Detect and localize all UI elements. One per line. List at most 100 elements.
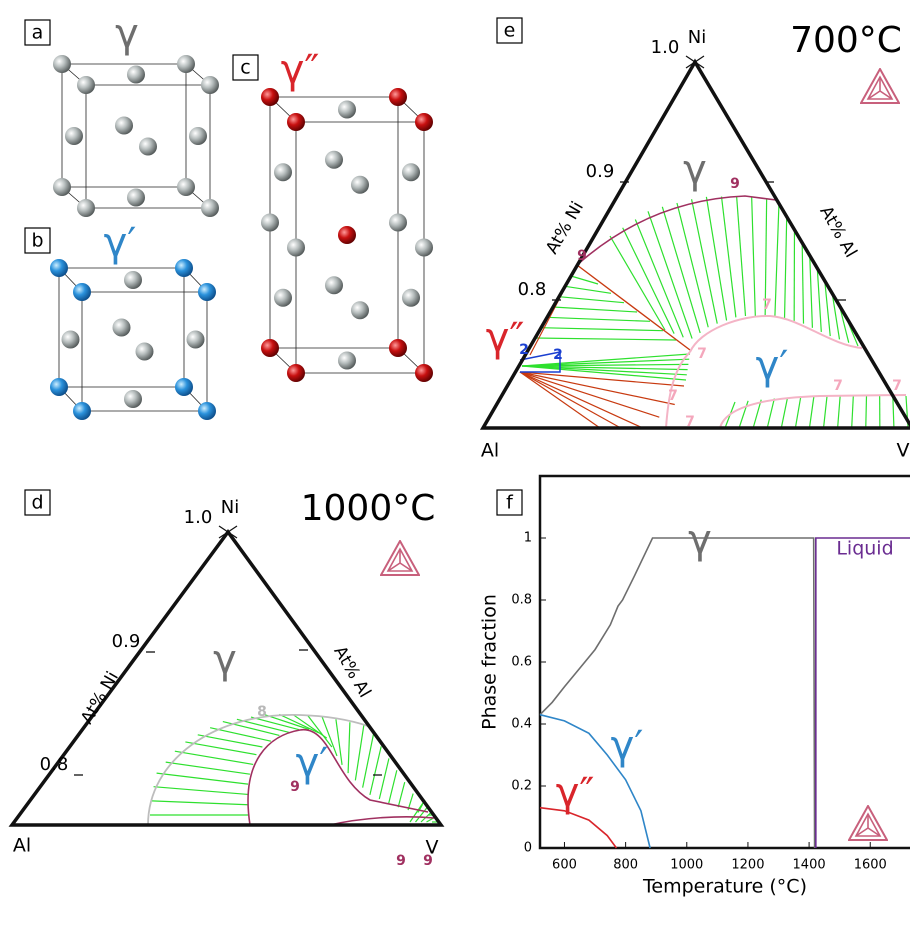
tie-line — [398, 782, 405, 807]
tie-line — [795, 397, 800, 428]
tie-line — [737, 196, 746, 316]
atom — [261, 88, 279, 106]
tie-line — [739, 401, 748, 428]
tie-line — [565, 286, 611, 293]
temperature-label: 700°C — [790, 20, 902, 61]
atom — [187, 331, 205, 349]
vertex-label: Al — [481, 440, 499, 462]
atom — [389, 339, 407, 357]
atom — [65, 127, 83, 145]
contour-label: 7 — [668, 388, 678, 404]
y-tick-label: 0.4 — [511, 717, 532, 732]
atom — [139, 138, 157, 156]
panel-label: b — [31, 230, 43, 252]
tie-line — [785, 218, 787, 319]
y-axis-label: Phase fraction — [479, 594, 501, 730]
series-label: γ″ — [556, 770, 595, 816]
atom — [77, 199, 95, 217]
atom — [261, 214, 279, 232]
panel-label: a — [32, 22, 44, 44]
atom — [127, 66, 145, 84]
axis-label: At% Al — [815, 203, 860, 261]
tick-label: 0.8 — [518, 279, 547, 300]
atom — [287, 364, 305, 382]
x-tick-label: 1000 — [670, 858, 703, 873]
atom — [415, 113, 433, 131]
atom — [198, 283, 216, 301]
tick-label: 0.8 — [40, 754, 69, 775]
contour-label: 7 — [697, 346, 707, 362]
axis-label: At% Ni — [77, 668, 123, 727]
atom — [287, 239, 305, 257]
atom — [338, 352, 356, 370]
vertex-label: Al — [13, 835, 31, 857]
panel-label: d — [31, 492, 43, 514]
temperature-label: 1000°C — [301, 488, 436, 529]
atom — [415, 364, 433, 382]
tie-line — [363, 734, 374, 787]
atom — [77, 76, 95, 94]
atom — [53, 55, 71, 73]
thermo-logo — [849, 806, 887, 840]
tie-line — [692, 199, 718, 323]
atom — [189, 127, 207, 145]
contour-label: 9 — [423, 853, 433, 869]
atom — [351, 176, 369, 194]
y-tick-label: 0.2 — [511, 779, 532, 794]
phase-boundary — [148, 715, 368, 825]
tie-line — [852, 396, 854, 428]
atom — [124, 271, 142, 289]
tie-line — [154, 787, 248, 795]
x-tick-label: 1400 — [793, 858, 826, 873]
tick-label: 0.9 — [112, 631, 141, 652]
tie-line — [520, 372, 684, 386]
tie-line — [810, 257, 813, 328]
tie-line — [355, 725, 363, 780]
tie-line — [767, 399, 774, 428]
atom — [325, 151, 343, 169]
atom — [50, 259, 68, 277]
contour-label: 9 — [396, 853, 406, 869]
tie-line — [223, 722, 280, 736]
contour-label: 9 — [577, 248, 587, 264]
contour-label: 9 — [730, 176, 740, 192]
atom — [201, 199, 219, 217]
tie-line — [623, 228, 674, 334]
tie-line — [152, 801, 248, 805]
panel-label: e — [504, 20, 516, 42]
x-tick-label: 1600 — [854, 858, 887, 873]
y-tick-label: 0.6 — [511, 655, 532, 670]
tie-line — [175, 751, 253, 764]
x-tick-label: 1200 — [731, 858, 764, 873]
tie-line — [379, 758, 389, 799]
tie-line — [389, 770, 397, 803]
y-tick-label: 1 — [524, 531, 532, 546]
phase-label: γ — [213, 637, 237, 683]
contour-label: 2 — [519, 342, 529, 358]
atom — [351, 301, 369, 319]
phase-boundary — [577, 265, 690, 350]
tie-line — [817, 270, 821, 332]
atom — [124, 390, 142, 408]
phase-label: γ — [683, 147, 707, 193]
atom — [201, 76, 219, 94]
contour-label: 7 — [762, 297, 772, 313]
tie-line — [893, 396, 894, 428]
atom — [62, 331, 80, 349]
atom — [402, 163, 420, 181]
phase-label: γ′ — [296, 740, 329, 786]
phase-label: γ″ — [281, 47, 320, 93]
tie-line — [547, 317, 650, 321]
atom — [73, 402, 91, 420]
atom — [198, 402, 216, 420]
atom — [389, 88, 407, 106]
tie-line — [648, 211, 692, 338]
atom — [177, 55, 195, 73]
tie-line — [559, 297, 624, 303]
figure: aγbγ′cγ″eNi1.00.90.8At% NiAt% AlAlV700°C… — [0, 0, 910, 936]
atom — [175, 378, 193, 396]
contour-label: 7 — [833, 378, 843, 394]
tie-line — [809, 397, 813, 428]
tie-line — [775, 205, 779, 317]
